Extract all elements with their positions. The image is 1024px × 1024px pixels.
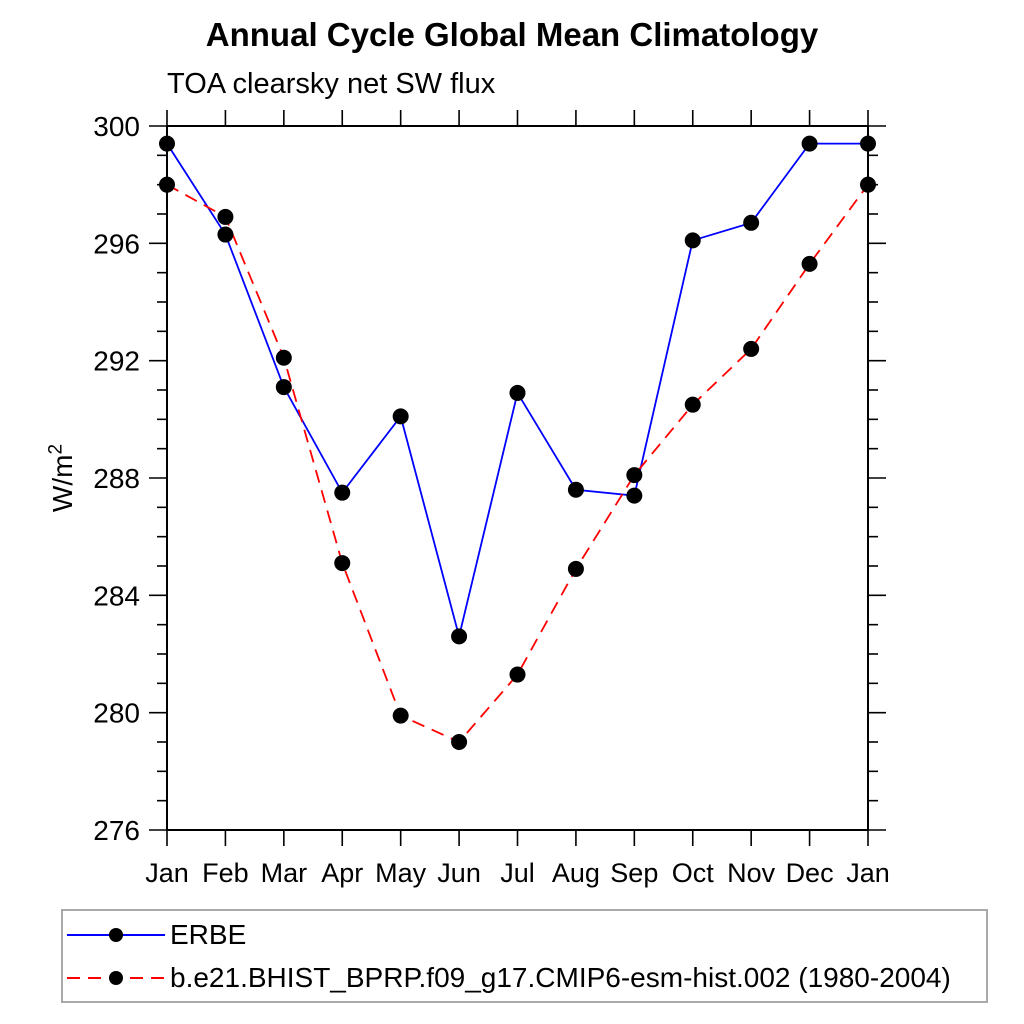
legend: ERBE b.e21.BHIST_BPRP.f09_g17.CMIP6-esm-… (61, 909, 988, 1003)
data-point-0-Oct (684, 232, 701, 249)
legend-item-erbe: ERBE (67, 914, 986, 956)
x-tick-label: Jan (846, 858, 890, 888)
data-point-0-Sep (626, 487, 643, 504)
x-tick-label: Feb (202, 858, 249, 888)
data-point-0-Feb (217, 226, 234, 243)
data-point-1-Jan (159, 176, 175, 193)
data-point-0-Aug (567, 481, 584, 498)
data-point-1-Apr (334, 555, 351, 572)
data-point-1-Sep (626, 467, 643, 484)
data-point-1-Jun (451, 734, 468, 750)
legend-key-line-model (67, 970, 165, 985)
data-point-1-Aug (567, 560, 584, 577)
data-point-1-Dec (801, 255, 818, 272)
x-tick-label: Oct (672, 858, 715, 888)
data-point-1-Jan (860, 176, 876, 193)
y-axis: 276 280 284 288 292 296 300 (93, 111, 886, 846)
data-point-0-Jul (509, 384, 526, 401)
x-tick-label: Nov (727, 858, 776, 888)
legend-marker-icon (109, 970, 123, 985)
chart-subtitle: TOA clearsky net SW flux (167, 68, 496, 100)
plot-frame (166, 125, 869, 831)
y-tick-label: 288 (93, 463, 140, 494)
x-tick-label: Sep (610, 858, 658, 888)
y-tick-label: 284 (93, 580, 140, 611)
x-tick-label: Dec (786, 858, 834, 888)
data-point-1-Nov (743, 340, 760, 357)
x-tick-label: May (375, 858, 427, 888)
x-tick-label: Aug (552, 858, 600, 888)
x-tick-label: Jun (437, 858, 481, 888)
data-point-0-Jan (159, 135, 175, 152)
data-point-1-Feb (217, 208, 234, 225)
data-point-1-May (392, 707, 409, 724)
x-axis: Jan Feb Mar Apr May Jun Jul Aug Sep Oct Nov Dec Jan (145, 110, 890, 888)
x-tick-label: Jul (500, 858, 535, 888)
y-tick-label: 280 (93, 698, 140, 729)
data-point-0-May (392, 408, 409, 425)
data-point-0-Apr (334, 484, 351, 501)
data-point-0-Jun (451, 628, 468, 645)
x-tick-label: Jan (145, 858, 189, 888)
y-tick-label: 292 (93, 346, 140, 377)
y-tick-label: 300 (93, 111, 140, 142)
data-point-1-Jul (509, 666, 526, 683)
data-point-0-Mar (275, 379, 292, 396)
data-point-1-Oct (684, 396, 701, 413)
y-tick-label: 276 (93, 815, 140, 846)
legend-key-line-erbe (67, 927, 165, 942)
data-point-0-Nov (743, 214, 760, 231)
x-tick-label: Apr (321, 858, 363, 888)
chart-title: Annual Cycle Global Mean Climatology (205, 16, 819, 53)
legend-label-erbe: ERBE (170, 918, 247, 950)
legend-item-model: b.e21.BHIST_BPRP.f09_g17.CMIP6-esm-hist.… (67, 957, 986, 999)
legend-marker-icon (109, 927, 123, 942)
x-tick-label: Mar (261, 858, 308, 888)
y-tick-label: 296 (93, 228, 140, 259)
data-point-0-Jan (860, 135, 876, 152)
data-point-0-Dec (801, 135, 818, 152)
series-line-1 (166, 183, 869, 744)
legend-label-model: b.e21.BHIST_BPRP.f09_g17.CMIP6-esm-hist.… (170, 961, 951, 993)
data-point-1-Mar (275, 349, 292, 366)
